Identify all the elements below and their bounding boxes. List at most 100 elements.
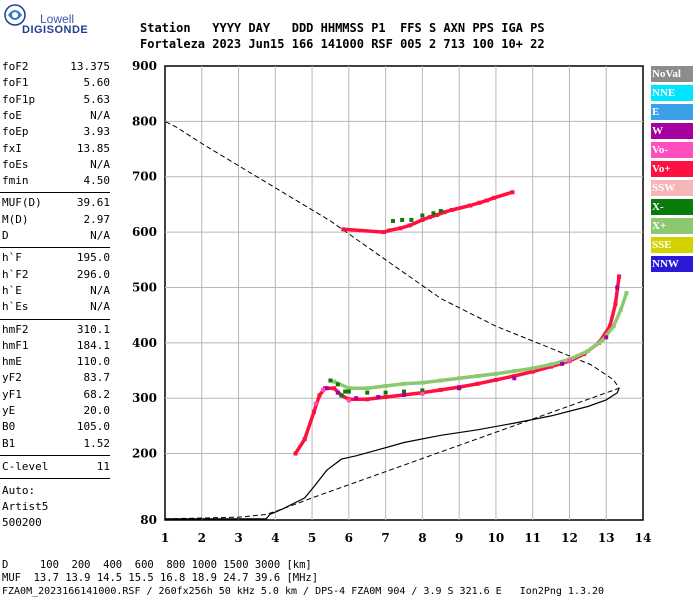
param-key: h`F: [2, 251, 22, 265]
logo-text-lowell: Lowell: [40, 12, 75, 26]
param-key: h`F2: [2, 267, 29, 281]
x-tick-label: 14: [635, 531, 652, 545]
param-key: foF1: [2, 76, 29, 90]
trace-line: [333, 292, 629, 390]
param-value: N/A: [90, 283, 110, 297]
param-key: hmE: [2, 355, 22, 369]
legend-item-nne: NNE: [651, 85, 693, 101]
param-row-hmf1: hmF1 184.1: [2, 339, 110, 355]
param-row-mufd: MUF(D) 39.61: [2, 196, 110, 212]
trace-point: [512, 376, 517, 381]
trace-point: [420, 391, 425, 396]
param-key: yE: [2, 404, 16, 417]
param-value: 195.0: [76, 251, 110, 265]
y-tick-label: 500: [132, 280, 157, 294]
trace-point: [402, 392, 406, 397]
param-value: N/A: [90, 108, 110, 122]
param-key: B1: [2, 436, 16, 450]
param-value: 310.1: [76, 322, 110, 336]
legend-item-nnw: NNW: [651, 256, 693, 272]
trace-point: [383, 390, 388, 395]
ionogram-chart: 1 2 3 4 5 6 7 8 9 10 11 12 13 14802003004005006007008…: [132, 59, 652, 545]
trace-point: [400, 217, 405, 222]
legend-item-e: E: [651, 104, 693, 120]
param-row-fof2: foF2 13.375: [2, 60, 110, 76]
legend-item-noval: NoVal: [651, 66, 693, 82]
separator: [0, 477, 110, 479]
param-row-fxi: fxI 13.85: [2, 142, 110, 158]
param-value: 11: [96, 459, 110, 473]
profile-solid-line: [165, 387, 620, 520]
trace-point: [335, 382, 340, 387]
legend-item-w: W: [651, 123, 693, 139]
param-key: foE: [2, 108, 22, 122]
param-key: fxI: [2, 141, 22, 155]
param-key: yF1: [2, 387, 22, 401]
param-row-fof1p: foF1p 5.63: [2, 93, 110, 109]
y-tick-label: 80: [140, 513, 157, 527]
x-tick-label: 5: [308, 531, 316, 545]
param-row-clevel: C-level 11: [2, 460, 110, 476]
separator: [0, 454, 110, 456]
param-row-hes: h`Es N/A: [2, 300, 110, 316]
x-tick-label: 11: [524, 531, 541, 545]
x-tick-label: 2: [198, 531, 206, 545]
param-row-he: h`E N/A: [2, 284, 110, 300]
param-key: yF2: [2, 371, 22, 385]
logo-text-digisonde: DIGISONDE: [22, 24, 89, 36]
trace-point: [346, 389, 351, 394]
param-key: M(D): [2, 212, 29, 226]
header-labels: Station YYYY DAY DDD HHMMSS P1 FFS S AXN…: [140, 21, 545, 35]
muf-row: MUF 13.7 13.9 14.5 15.5 16.8 18.9 24.7 3…: [2, 572, 319, 584]
param-value: 4.50: [83, 174, 111, 188]
trace-point: [457, 386, 462, 391]
trace-point: [560, 361, 565, 366]
trace-point: [321, 387, 326, 392]
legend-item-x: X-: [651, 199, 693, 215]
trace-point: [376, 395, 381, 400]
trace-point: [438, 209, 443, 214]
param-row-hf2: h`F2 296.0: [2, 268, 110, 284]
param-value: 184.1: [76, 338, 110, 352]
x-tick-label: 7: [381, 531, 389, 545]
param-row-d: D N/A: [2, 229, 110, 245]
param-value: 2.97: [83, 212, 111, 226]
trace-point: [409, 217, 414, 222]
param-key: foF1p: [2, 92, 36, 106]
trace-point: [420, 388, 425, 393]
y-tick-label: 600: [132, 225, 157, 239]
param-row-md: M(D) 2.97: [2, 213, 110, 229]
trace-line: [343, 190, 514, 234]
y-tick-label: 700: [132, 170, 157, 184]
trace-point: [615, 285, 620, 290]
param-row-hme: hmE 110.0: [2, 355, 110, 371]
param-row-b0: B0 105.0: [2, 420, 110, 436]
param-key: foF2: [2, 60, 29, 73]
logo-emblem-icon: [4, 4, 26, 26]
y-tick-label: 400: [132, 336, 157, 350]
trace-point: [431, 211, 436, 216]
x-tick-label: 9: [455, 531, 463, 545]
param-value: 1.52: [83, 436, 111, 450]
y-tick-label: 300: [132, 391, 157, 405]
param-key: fmin: [2, 174, 29, 188]
x-tick-label: 6: [345, 531, 353, 545]
trace-point: [402, 389, 406, 394]
param-value: 5.63: [83, 92, 111, 106]
param-value: 20.0: [83, 404, 111, 417]
y-tick-label: 200: [132, 447, 157, 461]
y-tick-label: 900: [132, 59, 157, 73]
param-row-foe: foE N/A: [2, 109, 110, 125]
legend-item-sse: SSE: [651, 237, 693, 253]
param-row-fof1: foF1 5.60: [2, 76, 110, 92]
trace-point: [420, 213, 425, 218]
param-value: N/A: [90, 300, 110, 314]
param-value: 3.93: [83, 125, 111, 139]
x-tick-label: 12: [561, 531, 578, 545]
trace-point: [604, 335, 609, 340]
param-value: 13.375: [70, 60, 110, 73]
autoscale-line2: Artist5: [2, 499, 49, 513]
param-key: h`E: [2, 283, 22, 297]
param-key: C-level: [2, 459, 49, 473]
x-tick-label: 10: [488, 531, 505, 545]
